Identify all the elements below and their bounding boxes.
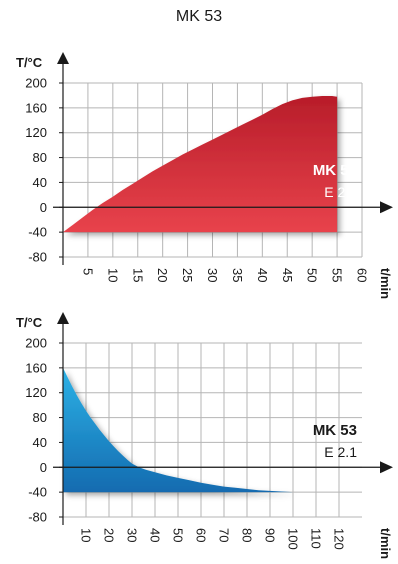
x-axis-arrow-icon bbox=[380, 201, 393, 214]
page-title: MK 53 bbox=[175, 8, 223, 25]
y-tick-label-0: -80 bbox=[28, 510, 47, 525]
model-sub-label: E 2.1 bbox=[324, 184, 357, 200]
y-axis-arrow-icon bbox=[57, 52, 69, 64]
x-tick-label-5: 60 bbox=[194, 528, 209, 542]
y-tick-label-6: 160 bbox=[25, 360, 47, 375]
y-tick-label-7: 200 bbox=[25, 76, 47, 91]
heating-area bbox=[63, 96, 338, 233]
x-tick-label-2: 30 bbox=[125, 528, 140, 542]
y-tick-label-4: 80 bbox=[33, 410, 47, 425]
x-axis-arrow-icon bbox=[380, 461, 393, 474]
y-tick-label-5: 120 bbox=[25, 385, 47, 400]
y-tick-label-1: -40 bbox=[28, 485, 47, 500]
model-sub-label: E 2.1 bbox=[324, 444, 357, 460]
x-tick-label-4: 50 bbox=[171, 528, 186, 542]
y-axis-label: T/°C bbox=[16, 315, 43, 330]
y-tick-label-2: 0 bbox=[40, 460, 47, 475]
y-tick-label-5: 120 bbox=[25, 125, 47, 140]
cooling-chart: -80 -40 0 40 80 120 160 200 10 20 30 40 50 60 70 80 90 10… bbox=[16, 312, 393, 559]
x-tick-label-11: 120 bbox=[332, 528, 347, 550]
x-tick-label-4: 25 bbox=[180, 268, 195, 282]
y-axis-arrow-icon bbox=[57, 312, 69, 324]
x-tick-label-9: 50 bbox=[305, 268, 320, 282]
x-tick-label-6: 35 bbox=[230, 268, 245, 282]
x-tick-label-1: 10 bbox=[105, 268, 120, 282]
y-tick-label-2: 0 bbox=[40, 200, 47, 215]
x-tick-label-10: 110 bbox=[309, 528, 324, 549]
x-tick-label-10: 55 bbox=[330, 268, 345, 282]
x-tick-label-0: 5 bbox=[80, 268, 95, 275]
y-tick-label-1: -40 bbox=[28, 225, 47, 240]
x-axis-label: t/min bbox=[378, 528, 393, 559]
y-tick-label-7: 200 bbox=[25, 336, 47, 351]
model-label: MK 53 bbox=[313, 162, 357, 179]
y-axis-label: T/°C bbox=[16, 55, 43, 70]
x-tick-label-7: 80 bbox=[240, 528, 255, 542]
x-tick-label-0: 10 bbox=[79, 528, 94, 542]
x-tick-label-1: 20 bbox=[102, 528, 117, 542]
y-tick-label-0: -80 bbox=[28, 250, 47, 265]
x-tick-label-3: 40 bbox=[148, 528, 163, 542]
y-tick-label-6: 160 bbox=[25, 100, 47, 115]
x-tick-label-6: 70 bbox=[217, 528, 232, 542]
y-tick-label-3: 40 bbox=[33, 175, 47, 190]
x-tick-label-8: 45 bbox=[280, 268, 295, 282]
heating-chart: -80 -40 0 40 80 120 160 200 5 10 15 20 25 30 35 40 45 50 5… bbox=[16, 52, 393, 299]
model-label: MK 53 bbox=[313, 422, 357, 439]
x-tick-label-8: 90 bbox=[263, 528, 278, 542]
x-tick-label-11: 60 bbox=[355, 268, 370, 282]
x-tick-label-7: 40 bbox=[255, 268, 270, 282]
x-axis-label: t/min bbox=[378, 268, 393, 299]
x-tick-label-9: 100 bbox=[286, 528, 301, 550]
x-tick-label-3: 20 bbox=[155, 268, 170, 282]
cooling-area bbox=[63, 367, 293, 493]
y-tick-label-3: 40 bbox=[33, 435, 47, 450]
x-tick-label-5: 30 bbox=[205, 268, 220, 282]
x-tick-label-2: 15 bbox=[130, 268, 145, 282]
y-tick-label-4: 80 bbox=[33, 150, 47, 165]
